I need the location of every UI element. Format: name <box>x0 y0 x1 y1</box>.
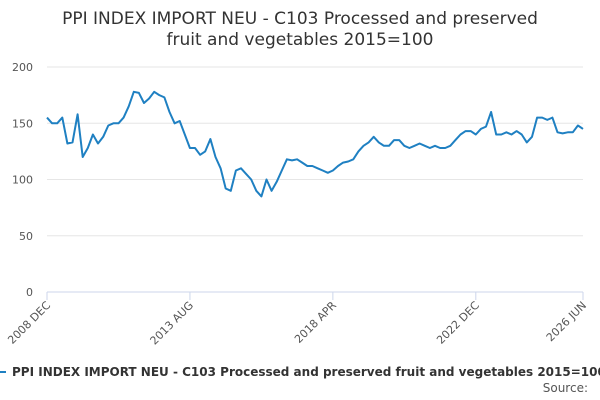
y-tick-label: 0 <box>26 286 33 299</box>
chart-title: PPI INDEX IMPORT NEU - C103 Processed an… <box>62 9 538 29</box>
series-line <box>46 90 584 198</box>
x-tick-label: 2008 DEC <box>5 299 53 347</box>
x-tick-label: 2013 AUG <box>148 299 197 348</box>
legend-label: PPI INDEX IMPORT NEU - C103 Processed an… <box>12 365 600 379</box>
y-tick-label: 50 <box>19 230 33 243</box>
source: Source: <box>543 381 588 395</box>
y-tick-label: 100 <box>12 174 33 187</box>
x-tick-label: 2022 DEC <box>434 299 482 347</box>
x-tick-label: 2018 APR <box>292 299 339 346</box>
y-tick-label: 150 <box>12 117 33 130</box>
chart-title: fruit and vegetables 2015=100 <box>167 30 434 50</box>
y-tick-label: 200 <box>12 61 33 74</box>
x-tick-label: 2026 JUN <box>544 299 589 344</box>
